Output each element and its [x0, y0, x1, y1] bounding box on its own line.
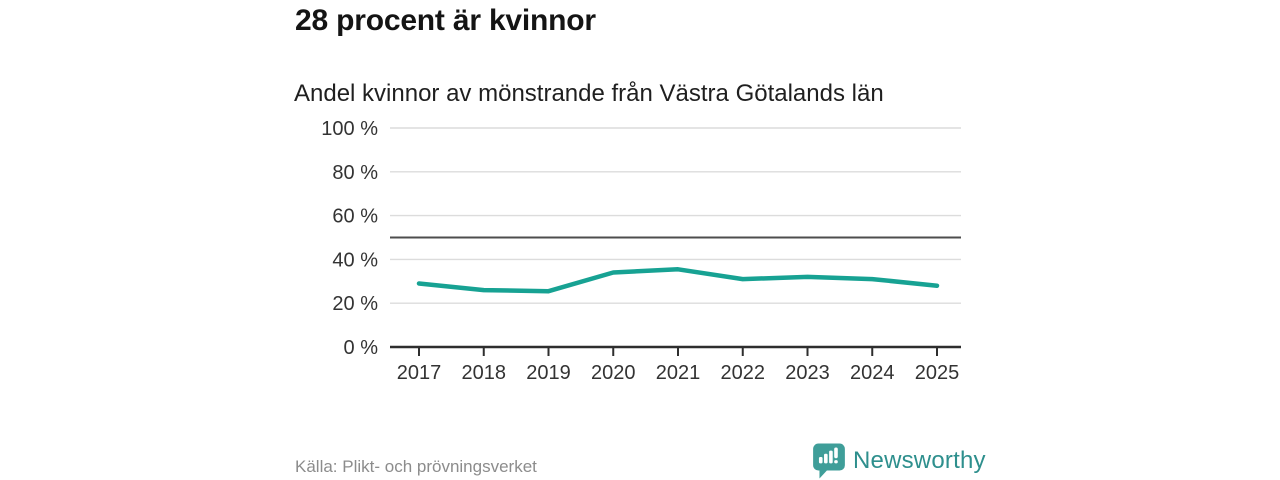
x-tick-label: 2023 — [785, 362, 830, 384]
x-tick-label: 2018 — [462, 362, 507, 384]
x-tick-label: 2019 — [526, 362, 571, 384]
source-note: Källa: Plikt- och prövningsverket — [295, 457, 537, 476]
x-tick-label: 2021 — [656, 362, 701, 384]
chart-subtitle: Andel kvinnor av mönstrande från Västra … — [294, 80, 884, 107]
y-tick-label: 100 % — [321, 118, 378, 140]
x-tick-label: 2024 — [850, 362, 895, 384]
x-tick-label: 2017 — [397, 362, 442, 384]
page-title: 28 procent är kvinnor — [295, 4, 596, 37]
x-tick-label: 2025 — [915, 362, 960, 384]
x-tick-label: 2020 — [591, 362, 636, 384]
y-tick-label: 40 % — [332, 249, 378, 271]
y-tick-label: 80 % — [332, 162, 378, 184]
y-tick-label: 20 % — [332, 293, 378, 315]
y-tick-label: 0 % — [344, 337, 379, 359]
data-line — [416, 267, 940, 294]
y-tick-label: 60 % — [332, 206, 378, 228]
bar-chart-speech-bubble-icon — [813, 443, 845, 479]
x-tick-label: 2022 — [721, 362, 766, 384]
brand-name: Newsworthy — [853, 447, 986, 474]
line-chart: 0 % 20 % 40 % 60 % 80 % 100 % 2017 2018 2019 2020… — [321, 118, 961, 384]
brand-logo: Newsworthy — [812, 443, 986, 479]
